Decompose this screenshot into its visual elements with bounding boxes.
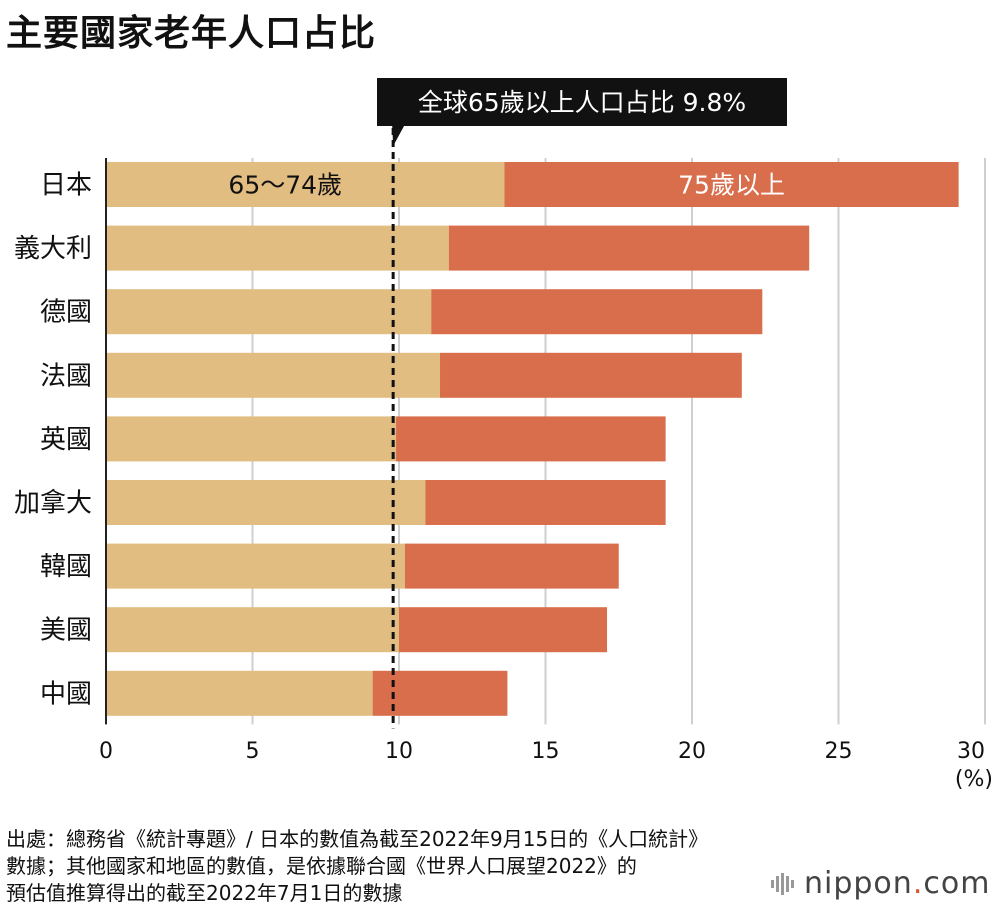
bar-65-74 [106,607,399,653]
bar-75-plus [399,607,608,653]
bar-65-74 [106,416,397,462]
bar-65-74 [106,225,449,271]
bar-65-74 [106,162,505,207]
reference-callout-label: 全球65歲以上人口占比 9.8% [418,88,746,117]
x-tick-label: 25 [825,739,853,764]
x-tick-label: 15 [532,739,560,764]
bar-65-74 [106,289,432,335]
category-label: 美國 [40,616,92,646]
bar-75-plus [448,225,810,271]
bar-65-74 [106,670,373,716]
bar-75-plus [504,162,959,207]
category-label: 德國 [40,298,92,328]
category-label: 韓國 [40,552,92,582]
category-label: 義大利 [14,234,92,264]
bar-75-plus [396,416,666,462]
source-line: 數據；其他國家和地區的數值，是依據聯合國《世界人口展望2022》的 [6,854,637,878]
x-tick-label: 5 [246,739,260,764]
legend-label-65-74: 65～74歲 [228,171,342,200]
bar-75-plus [431,289,763,335]
category-label: 加拿大 [14,489,92,519]
bar-75-plus [440,352,742,398]
x-tick-label: 10 [385,739,413,764]
nippon-logo-icon [771,872,794,895]
bar-75-plus [372,670,508,716]
category-label: 法國 [40,361,92,391]
bar-75-plus [425,480,666,525]
x-tick-label: 30 [957,739,985,764]
bar-65-74 [106,352,441,398]
source-line: 出處：總務省《統計專題》/ 日本的數值為截至2022年9月15日的《人口統計》 [6,827,709,851]
bar-65-74 [106,480,426,525]
brand-logo: nippon.com [770,866,990,901]
x-tick-label: 20 [678,739,706,764]
source-line: 預估值推算得出的截至2022年7月1日的數據 [6,881,403,905]
bar-75-plus [404,543,619,589]
reference-callout-pointer [392,124,406,146]
category-label: 英國 [40,425,92,455]
x-tick-label: 0 [99,739,113,764]
reference-callout-box [377,78,787,126]
x-unit-label: (%) [955,767,993,792]
source-note: 出處：總務省《統計專題》/ 日本的數值為截至2022年9月15日的《人口統計》 … [6,826,786,907]
legend-label-75-plus: 75歲以上 [678,171,785,200]
category-label: 日本 [40,171,92,201]
brand-name: nippon.com [804,866,991,901]
bar-65-74 [106,543,405,589]
chart-title: 主要國家老年人口占比 [6,13,377,54]
category-label: 中國 [40,679,92,709]
